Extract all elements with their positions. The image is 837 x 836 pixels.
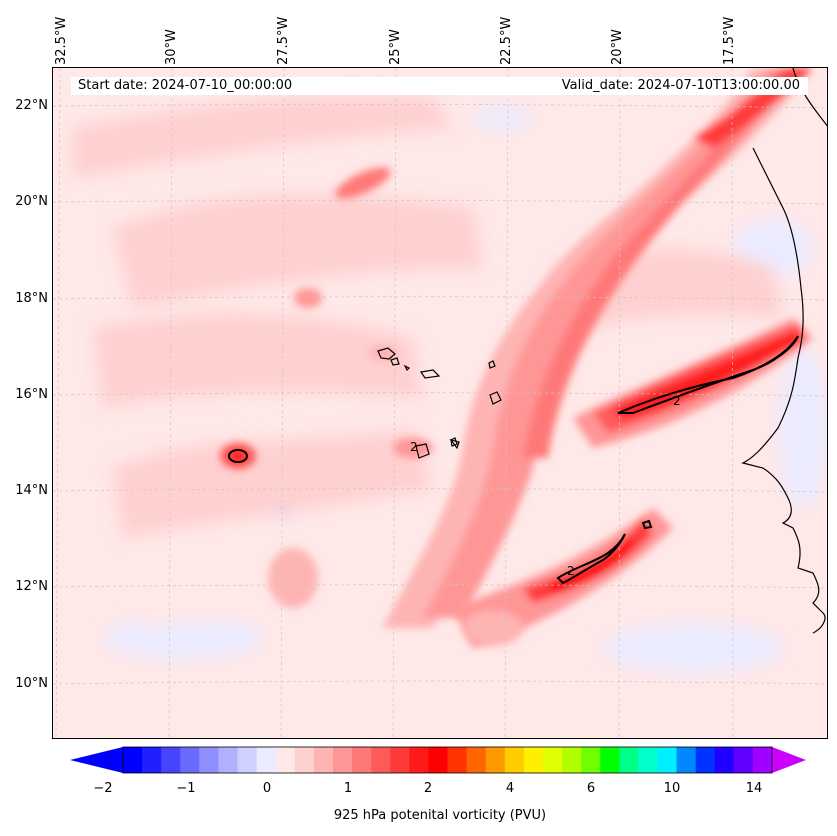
- lat-label: 16°N: [15, 387, 48, 402]
- colorbar-over-arrow: [772, 747, 806, 773]
- colorbar-segment: [332, 747, 353, 773]
- colorbar-segment: [180, 747, 200, 773]
- colorbar-segment: [390, 747, 410, 773]
- colorbar-outline: [122, 746, 773, 774]
- lon-label: 20°W: [610, 29, 625, 65]
- lat-label: 14°N: [15, 483, 48, 498]
- lat-label: 10°N: [15, 676, 48, 691]
- colorbar-segment: [523, 747, 544, 773]
- colorbar-segment: [428, 747, 449, 773]
- colorbar-segment: [657, 747, 678, 773]
- lat-label: 20°N: [15, 194, 48, 209]
- pv-local-maxima: [220, 167, 523, 646]
- lat-label: 18°N: [15, 291, 48, 306]
- colorbar-segment: [199, 747, 220, 773]
- colorbar-segment: [600, 747, 620, 773]
- colorbar-tick: 14: [745, 781, 763, 796]
- colorbar-segment: [638, 747, 659, 773]
- lon-label: 22.5°W: [499, 16, 514, 65]
- valid-date-text: Valid_date: 2024-07-10T13:00:00.00: [561, 78, 800, 93]
- colorbar: [70, 746, 806, 774]
- colorbar-segment: [695, 747, 716, 773]
- pv-field-map: 2 2 2: [53, 68, 827, 738]
- lon-label: 27.5°W: [276, 16, 291, 65]
- lat-label: 22°N: [15, 98, 48, 113]
- contour-label: 2: [673, 394, 681, 408]
- colorbar-segment: [313, 747, 334, 773]
- start-date-text: Start date: 2024-07-10_00:00:00: [78, 78, 293, 93]
- colorbar-segment: [142, 747, 162, 773]
- colorbar-tick: 0: [262, 781, 272, 796]
- colorbar-segment: [275, 747, 296, 773]
- lon-label: 17.5°W: [722, 16, 737, 65]
- colorbar-segment: [733, 747, 754, 773]
- lon-label: 25°W: [388, 29, 403, 65]
- colorbar-segment: [504, 747, 525, 773]
- colorbar-segment: [294, 747, 315, 773]
- colorbar-tick: 1: [343, 781, 353, 796]
- lon-label: 32.5°W: [54, 16, 69, 65]
- colorbar-segment: [237, 747, 258, 773]
- colorbar-segment: [619, 747, 639, 773]
- colorbar-tick: −2: [93, 781, 113, 796]
- colorbar-segment: [581, 747, 601, 773]
- colorbar-segment: [542, 747, 563, 773]
- colorbar-segment: [485, 747, 506, 773]
- colorbar-segment: [562, 747, 582, 773]
- contour-label: 2: [410, 440, 418, 454]
- colorbar-segment: [218, 747, 239, 773]
- contour-label: 2: [567, 564, 575, 578]
- colorbar-segment: [714, 747, 735, 773]
- contour-labels: 2 2 2: [410, 394, 681, 578]
- colorbar-segment: [256, 747, 277, 773]
- colorbar-segment: [752, 747, 773, 773]
- islands: [377, 347, 502, 459]
- colorbar-segment: [676, 747, 697, 773]
- colorbar-tick: 6: [586, 781, 596, 796]
- colorbar-tick: 10: [663, 781, 681, 796]
- graticule: [53, 68, 827, 738]
- lon-label: 30°W: [164, 29, 179, 65]
- lat-label: 12°N: [15, 579, 48, 594]
- colorbar-tick: −1: [176, 781, 196, 796]
- map-panel: 2 2 2: [52, 67, 828, 739]
- colorbar-segment: [371, 747, 391, 773]
- colorbar-segment: [447, 747, 468, 773]
- date-info-bar: Start date: 2024-07-10_00:00:00 Valid_da…: [71, 77, 808, 95]
- pv-contour-2: [228, 335, 799, 585]
- colorbar-segment: [161, 747, 181, 773]
- coastline: [741, 68, 827, 634]
- colorbar-segment: [409, 747, 430, 773]
- colorbar-segment: [466, 747, 487, 773]
- colorbar-segments: [123, 747, 773, 773]
- colorbar-tick: 2: [423, 781, 433, 796]
- colorbar-segment: [352, 747, 372, 773]
- colorbar-label: 925 hPa potenital vorticity (PVU): [333, 808, 547, 823]
- colorbar-tick: 4: [505, 781, 515, 796]
- colorbar-segment: [123, 747, 143, 773]
- colorbar-under-arrow: [70, 747, 123, 773]
